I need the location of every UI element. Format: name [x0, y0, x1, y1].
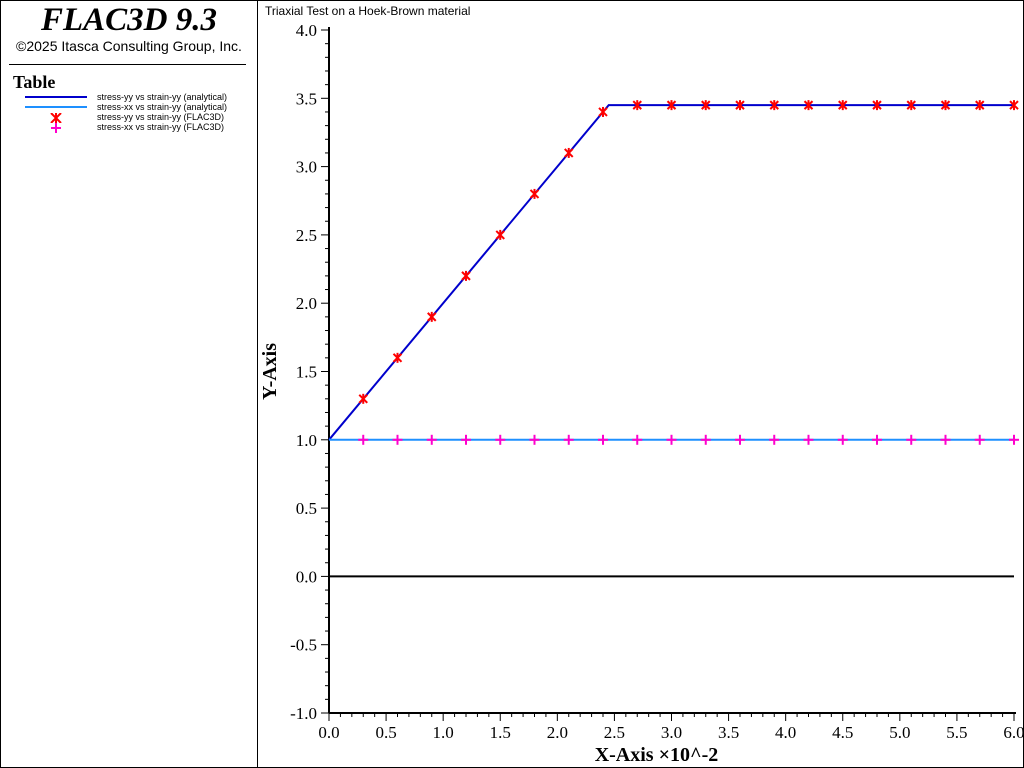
asterisk-marker-point	[598, 106, 608, 117]
asterisk-marker-point	[529, 188, 540, 199]
chart-title: Triaxial Test on a Hoek-Brown material	[265, 4, 471, 18]
y-tick-label: 3.5	[296, 89, 317, 108]
x-tick-label: 2.5	[604, 723, 625, 742]
asterisk-marker-point	[803, 100, 814, 111]
y-tick-label: 0.0	[296, 567, 317, 586]
x-tick-label: 4.0	[775, 723, 796, 742]
x-tick-label: 1.5	[490, 723, 511, 742]
line-swatch-icon	[25, 96, 87, 98]
y-tick-label: 4.0	[296, 21, 317, 40]
x-tick-label: 4.5	[832, 723, 853, 742]
asterisk-marker-point	[564, 147, 574, 158]
x-tick-label: 3.0	[661, 723, 682, 742]
legend-label: stress-xx vs strain-yy (FLAC3D)	[97, 122, 225, 132]
plus-marker-point	[906, 434, 917, 445]
panel-divider	[9, 64, 246, 65]
plus-marker-point	[769, 434, 780, 445]
x-tick-label: 5.0	[889, 723, 910, 742]
plus-marker-point	[735, 434, 745, 445]
x-tick-label: 3.5	[718, 723, 739, 742]
x-tick-label: 1.0	[433, 723, 454, 742]
app-title: FLAC3D 9.3	[40, 2, 218, 38]
plus-marker-point	[837, 434, 848, 445]
x-axis-title: X-Axis ×10^-2	[595, 744, 719, 766]
legend-label: stress-yy vs strain-yy (analytical)	[97, 92, 228, 102]
asterisk-marker-point	[769, 100, 779, 111]
legend-label: stress-xx vs strain-yy (analytical)	[97, 102, 228, 112]
y-tick-label: 3.0	[296, 158, 317, 177]
plus-marker-point	[563, 434, 574, 445]
asterisk-marker-point	[735, 100, 745, 111]
asterisk-marker-point	[975, 100, 985, 111]
y-tick-label: -1.0	[290, 704, 317, 723]
x-tick-label: 5.5	[946, 723, 967, 742]
legend-panel: FLAC3D 9.3 ©2025 Itasca Consulting Group…	[1, 1, 258, 767]
plus-marker-point	[632, 434, 643, 445]
copyright-text: ©2025 Itasca Consulting Group, Inc.	[16, 38, 242, 54]
y-axis-title: Y-Axis	[259, 343, 281, 400]
line-swatch-icon	[25, 106, 87, 108]
x-tick-label: 0.5	[375, 723, 396, 742]
plus-marker-point	[529, 434, 540, 445]
plus-marker-point	[358, 434, 369, 445]
legend-label: stress-yy vs strain-yy (FLAC3D)	[97, 112, 225, 122]
y-tick-label: 2.5	[296, 226, 317, 245]
asterisk-marker-point	[461, 270, 471, 281]
series-line-0	[328, 104, 1014, 441]
x-tick-label: 0.0	[318, 723, 339, 742]
asterisk-marker-point	[632, 100, 642, 111]
y-tick-label: 1.0	[296, 431, 317, 450]
plus-marker-point	[700, 434, 711, 445]
asterisk-marker-point	[427, 311, 437, 322]
plus-marker-point	[598, 434, 608, 445]
asterisk-marker-point	[701, 100, 711, 111]
y-tick-label: 2.0	[296, 294, 317, 313]
y-tick-label: 0.5	[296, 499, 317, 518]
asterisk-marker-point	[906, 100, 916, 111]
plus-marker-point	[1009, 434, 1019, 445]
plus-marker-point	[461, 434, 471, 445]
plus-marker-point	[392, 434, 403, 445]
plus-marker-point	[426, 434, 437, 445]
asterisk-marker-point	[872, 100, 882, 111]
legend-title: Table	[13, 72, 56, 92]
plus-marker-point	[974, 434, 985, 445]
asterisk-marker-point	[358, 393, 368, 404]
asterisk-marker-point	[392, 352, 403, 363]
y-tick-label: -0.5	[290, 636, 317, 655]
x-tick-label: 6.0	[1003, 723, 1023, 742]
asterisk-marker-point	[495, 229, 505, 240]
asterisk-marker-point	[838, 100, 848, 111]
plus-marker-point	[940, 434, 951, 445]
x-tick-label: 2.0	[547, 723, 568, 742]
plus-marker-point	[872, 434, 882, 445]
plus-marker-point	[803, 434, 814, 445]
asterisk-marker-icon	[50, 113, 62, 123]
asterisk-marker-point	[940, 100, 951, 111]
y-tick-label: 1.5	[296, 363, 317, 382]
asterisk-marker-point	[1009, 100, 1019, 111]
plus-marker-point	[666, 434, 677, 445]
plus-marker-icon	[51, 123, 61, 133]
asterisk-marker-point	[666, 100, 677, 111]
plus-marker-point	[495, 434, 506, 445]
